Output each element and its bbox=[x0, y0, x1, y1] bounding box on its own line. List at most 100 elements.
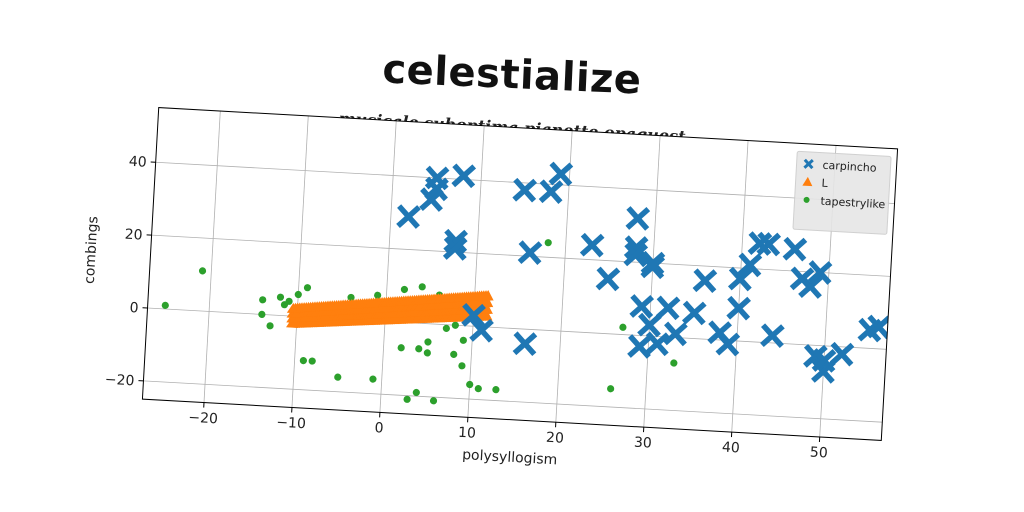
carpincho-point bbox=[579, 232, 605, 258]
carpincho-point bbox=[644, 331, 670, 357]
carpincho-x-stroke bbox=[747, 232, 773, 255]
carpincho-x-stroke bbox=[538, 180, 564, 204]
carpincho-point bbox=[442, 236, 468, 261]
y-axis-label: combings bbox=[82, 216, 102, 285]
tapestrylike-point bbox=[508, 419, 516, 428]
grid-line-y bbox=[143, 380, 883, 423]
carpincho-point bbox=[798, 274, 823, 299]
carpincho-point bbox=[469, 318, 494, 343]
carpincho-point bbox=[595, 266, 621, 292]
tapestrylike-point bbox=[458, 362, 466, 370]
carpincho-x-stroke bbox=[517, 241, 543, 265]
carpincho-x-stroke bbox=[644, 332, 670, 356]
carpincho-point bbox=[419, 187, 444, 212]
tapestrylike-point bbox=[418, 283, 426, 291]
tapestrylike-point bbox=[308, 357, 316, 365]
carpincho-x-stroke bbox=[726, 296, 751, 320]
carpincho-point bbox=[726, 295, 751, 321]
tapestrylike-point bbox=[429, 397, 438, 405]
carpincho-point bbox=[627, 334, 652, 359]
x-tick-label: −20 bbox=[188, 410, 218, 428]
carpincho-x-stroke bbox=[727, 267, 753, 291]
legend-box bbox=[792, 150, 892, 235]
L-point bbox=[480, 310, 493, 321]
y-tick-label: 40 bbox=[128, 154, 147, 171]
carpincho-point bbox=[461, 302, 486, 328]
carpincho-point bbox=[623, 242, 649, 268]
tapestrylike-point bbox=[276, 293, 285, 301]
legend-label: tapestrylike bbox=[820, 195, 886, 212]
tapestrylike-point bbox=[347, 293, 355, 302]
carpincho-x-stroke bbox=[419, 188, 444, 212]
tapestrylike-point bbox=[619, 323, 627, 331]
carpincho-point bbox=[640, 250, 666, 276]
carpincho-point bbox=[451, 163, 477, 189]
carpincho-x-stroke bbox=[579, 233, 605, 257]
legend-marker-carpincho bbox=[803, 159, 814, 169]
carpincho-x-stroke bbox=[866, 315, 892, 339]
carpincho-x-stroke bbox=[760, 324, 785, 348]
grid-line-x bbox=[203, 110, 221, 403]
tapestrylike-point bbox=[442, 324, 450, 332]
legend-label: L bbox=[821, 177, 829, 190]
plot-area: −20 −10 0 10 20 30 40 50 −20 0 20 40 polysyllogism co… bbox=[82, 107, 899, 468]
y-tick-label: 0 bbox=[129, 300, 139, 316]
tapestrylike-point bbox=[400, 285, 409, 294]
carpincho-x-stroke bbox=[451, 164, 477, 188]
tapestrylike-point bbox=[424, 338, 432, 346]
tapestrylike-point bbox=[474, 385, 482, 393]
carpincho-x-stroke bbox=[803, 344, 828, 368]
carpincho-x-stroke bbox=[396, 205, 421, 229]
tapestrylike-point bbox=[259, 296, 267, 304]
tapestrylike-point bbox=[397, 344, 405, 352]
tapestrylike-point bbox=[294, 290, 302, 299]
grid-line-y bbox=[151, 234, 891, 277]
tapestrylike-point bbox=[303, 284, 312, 292]
carpincho-x-stroke bbox=[692, 269, 718, 293]
tapestrylike-point bbox=[544, 239, 552, 247]
grid-line-y bbox=[155, 161, 895, 204]
data-layer bbox=[161, 161, 892, 428]
carpincho-x-stroke bbox=[461, 303, 486, 327]
carpincho-point bbox=[807, 260, 833, 285]
grid-line-x bbox=[291, 115, 309, 408]
carpincho-x-stroke bbox=[782, 237, 808, 261]
carpincho-point bbox=[396, 204, 421, 229]
tapestrylike-point bbox=[258, 310, 266, 319]
tapestrylike-point bbox=[670, 359, 678, 367]
L-point bbox=[480, 303, 493, 314]
carpincho-point bbox=[512, 177, 538, 203]
carpincho-x-stroke bbox=[595, 267, 621, 291]
carpincho-x-stroke bbox=[807, 261, 833, 284]
x-tick-label: 30 bbox=[634, 435, 653, 452]
carpincho-x-stroke bbox=[829, 342, 855, 366]
carpincho-x-stroke bbox=[798, 275, 823, 299]
carpincho-x-stroke bbox=[625, 207, 651, 230]
tapestrylike-point bbox=[423, 349, 431, 357]
carpincho-point bbox=[629, 294, 655, 319]
carpincho-point bbox=[737, 252, 763, 278]
tapestrylike-point bbox=[412, 388, 420, 397]
carpincho-point bbox=[692, 268, 718, 293]
carpincho-point bbox=[517, 240, 543, 265]
tapestrylike-point bbox=[266, 322, 274, 330]
carpincho-x-stroke bbox=[811, 349, 837, 372]
carpincho-x-stroke bbox=[663, 322, 688, 346]
tapestrylike-point bbox=[403, 395, 411, 403]
x-tick-label: 20 bbox=[546, 430, 565, 447]
L-point bbox=[481, 296, 494, 308]
carpincho-point bbox=[727, 266, 753, 292]
tapestrylike-point bbox=[334, 373, 342, 381]
carpincho-x-stroke bbox=[424, 166, 450, 190]
grid-line-x bbox=[379, 120, 397, 413]
L-point bbox=[481, 289, 494, 301]
tapestrylike-point bbox=[459, 336, 467, 344]
carpincho-point bbox=[663, 321, 688, 347]
y-tick-label: −20 bbox=[104, 372, 134, 390]
carpincho-x-stroke bbox=[627, 335, 652, 358]
tapestrylike-point bbox=[450, 350, 458, 358]
carpincho-point bbox=[866, 314, 892, 340]
